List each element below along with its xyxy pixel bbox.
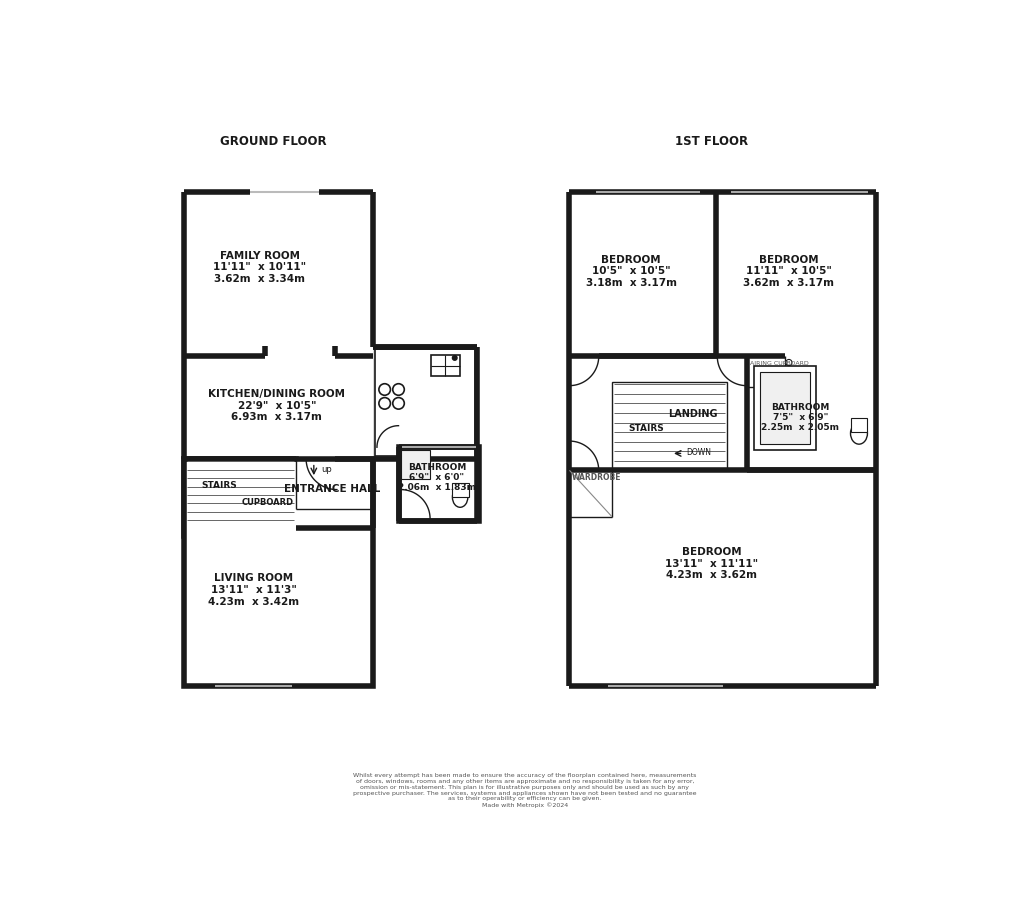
Text: BEDROOM
11'11"  x 10'5"
3.62m  x 3.17m: BEDROOM 11'11" x 10'5" 3.62m x 3.17m: [743, 254, 835, 288]
Text: STAIRS: STAIRS: [629, 424, 665, 433]
Bar: [184, 459, 296, 537]
Text: BEDROOM
13'11"  x 11'11"
4.23m  x 3.62m: BEDROOM 13'11" x 11'11" 4.23m x 3.62m: [666, 547, 759, 579]
Ellipse shape: [453, 487, 468, 507]
Text: up: up: [322, 464, 332, 473]
Text: CUPBOARD: CUPBOARD: [242, 497, 294, 507]
Bar: [400, 450, 430, 479]
Bar: [611, 383, 727, 471]
Text: WARDROBE: WARDROBE: [571, 473, 622, 482]
Text: Whilst every attempt has been made to ensure the accuracy of the floorplan conta: Whilst every attempt has been made to en…: [353, 773, 696, 807]
Bar: [431, 355, 460, 377]
Text: KITCHEN/DINING ROOM
22'9"  x 10'5"
6.93m  x 3.17m: KITCHEN/DINING ROOM 22'9" x 10'5" 6.93m …: [208, 389, 345, 422]
Text: BATHROOM
6'9"  x 6'0"
2.06m  x 1.83m: BATHROOM 6'9" x 6'0" 2.06m x 1.83m: [398, 462, 476, 492]
Bar: [398, 447, 479, 522]
Text: BEDROOM
10'5"  x 10'5"
3.18m  x 3.17m: BEDROOM 10'5" x 10'5" 3.18m x 3.17m: [586, 254, 677, 288]
Text: AIRING CUPBOARD: AIRING CUPBOARD: [751, 361, 809, 365]
Text: GROUND FLOOR: GROUND FLOOR: [220, 135, 327, 148]
Bar: [851, 418, 867, 433]
Bar: [453, 484, 469, 497]
Bar: [376, 350, 475, 457]
Text: LIVING ROOM
13'11"  x 11'3"
4.23m  x 3.42m: LIVING ROOM 13'11" x 11'3" 4.23m x 3.42m: [208, 573, 299, 606]
Text: STAIRS: STAIRS: [202, 480, 237, 489]
Text: BATHROOM
7'5"  x 6'9"
2.25m  x 2.05m: BATHROOM 7'5" x 6'9" 2.25m x 2.05m: [762, 402, 840, 432]
Text: 1ST FLOOR: 1ST FLOOR: [676, 135, 749, 148]
Circle shape: [453, 356, 457, 361]
Ellipse shape: [851, 423, 867, 445]
Text: FAMILY ROOM
11'11"  x 10'11"
3.62m  x 3.34m: FAMILY ROOM 11'11" x 10'11" 3.62m x 3.34…: [213, 251, 306, 283]
Text: DOWN: DOWN: [686, 448, 712, 456]
Text: ENTRANCE HALL: ENTRANCE HALL: [285, 484, 381, 494]
Bar: [761, 373, 810, 445]
Bar: [755, 366, 816, 451]
Text: LANDING: LANDING: [668, 408, 718, 418]
Bar: [373, 348, 477, 459]
Bar: [184, 459, 373, 686]
